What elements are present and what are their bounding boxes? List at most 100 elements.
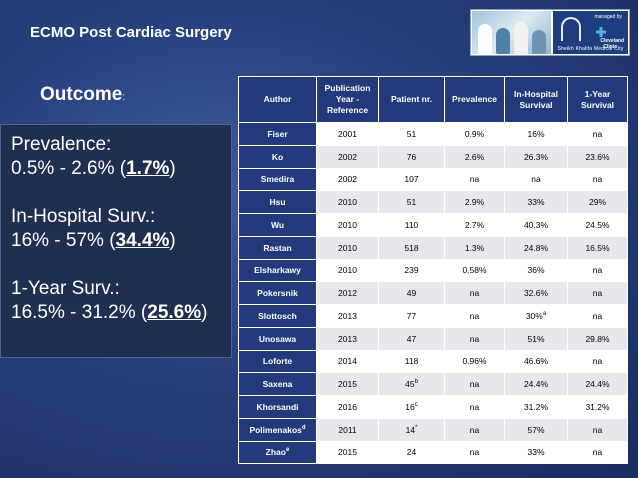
cell-year-value: 2010 (338, 197, 357, 208)
cell-patients: 14* (378, 417, 445, 442)
cell-year-value: 2011 (338, 424, 357, 435)
cell-one-year: 24.4% (567, 372, 628, 396)
cell-patients: 51 (378, 190, 445, 214)
cell-author-value: Unosawa (258, 333, 297, 344)
cell-prevalence: 2.9% (444, 190, 505, 214)
cell-author: Elsharkawy (238, 258, 317, 283)
cell-one-year: 23.6% (567, 144, 628, 169)
table-row: Saxena 2015 45b na 24.4% 24.4% (238, 372, 628, 396)
one-year-label: 1-Year Surv.: (11, 278, 120, 299)
cell-in-hospital: 24.8% (504, 235, 568, 260)
cell-in-hospital-value: 16% (527, 128, 545, 139)
cell-year-value: 2015 (338, 379, 357, 390)
table-row: Loforte 2014 118 0.96% 46.6% na (238, 349, 628, 374)
cell-in-hospital-value: 32.6% (523, 288, 549, 299)
cell-prevalence: 1.3% (444, 235, 505, 260)
cell-in-hospital-value: 51% (527, 333, 545, 344)
outcome-heading: Outcome: (40, 84, 125, 106)
cell-in-hospital: 40.3% (504, 213, 568, 237)
cell-patients: 49 (378, 281, 445, 305)
cell-year: 2015 (316, 440, 379, 465)
cell-prevalence-value: na (469, 288, 480, 299)
cell-one-year: 24.5% (567, 213, 628, 237)
cell-one-year: na (567, 349, 628, 374)
cell-one-year: 31.2% (567, 395, 628, 419)
cell-in-hospital: 32.6% (504, 281, 568, 305)
cell-author: Polimenakosd (238, 417, 317, 442)
cell-one-year-value: na (592, 447, 603, 458)
cell-patients-value: 45 (405, 379, 415, 390)
cell-patients: 45b (378, 372, 445, 396)
in-hospital-line: 16% - 57% (34.4%) (11, 229, 231, 253)
cell-one-year: na (567, 122, 628, 146)
cell-in-hospital: 46.6% (504, 349, 568, 374)
cell-prevalence-value: na (469, 424, 480, 435)
cell-author-value: Polimenakos (249, 424, 302, 435)
prevalence-line: 0.5% - 2.6% (1.7%) (11, 157, 231, 181)
cell-in-hospital-value: 24.8% (523, 242, 549, 253)
cell-prevalence-value: na (469, 333, 480, 344)
cell-prevalence-value: na (469, 447, 480, 458)
cell-in-hospital-value: 31.2% (523, 401, 549, 412)
cell-prevalence-value: na (469, 174, 480, 185)
cell-year: 2012 (316, 281, 379, 305)
cell-one-year-value: na (592, 356, 603, 367)
cell-one-year-value: 29% (588, 197, 606, 208)
managed-by-text: managed by (594, 14, 622, 20)
table-row: Polimenakosd 2011 14* na 57% na (238, 417, 628, 442)
table-row: Hsu 2010 51 2.9% 33% 29% (238, 190, 628, 214)
cell-in-hospital: na (504, 167, 568, 192)
cell-one-year-value: 24.4% (585, 379, 610, 390)
table-row: Wu 2010 110 2.7% 40.3% 24.5% (238, 213, 628, 237)
cell-prevalence: na (444, 417, 505, 442)
cell-year: 2010 (316, 213, 379, 237)
cell-author: Hsu (238, 190, 317, 214)
cell-author-value: Hsu (269, 197, 286, 208)
cell-in-hospital-value: 46.6% (523, 356, 549, 367)
cell-one-year: na (567, 167, 628, 192)
cell-prevalence-value: 2.7% (464, 219, 485, 230)
cell-author-value: Ko (271, 151, 284, 162)
cell-one-year: na (567, 281, 628, 305)
header-patients: Patient nr. (378, 76, 445, 123)
in-hospital-mean: 34.4% (115, 230, 170, 251)
table-row: Unosawa 2013 47 na 51% 29.8% (238, 326, 628, 351)
cell-year: 2013 (316, 304, 379, 328)
close-paren: ) (169, 158, 176, 179)
cell-prevalence-value: 2.9% (464, 197, 485, 208)
cell-year-value: 2001 (338, 128, 357, 139)
tower-icon (561, 17, 581, 41)
cell-author: Saxena (238, 372, 317, 396)
outcome-suffix: : (122, 92, 126, 103)
close-paren: ) (169, 230, 176, 251)
cell-year-value: 2016 (338, 401, 357, 412)
cell-prevalence: na (444, 304, 505, 328)
cell-in-hospital-value: 40.3% (523, 219, 549, 230)
cell-in-hospital-footnote: a (542, 311, 547, 318)
cell-author: Ko (238, 144, 317, 169)
cell-author: Khorsandi (238, 395, 317, 419)
cell-year-value: 2015 (338, 447, 357, 458)
outcomes-table: Author Publication Year - Reference Pati… (238, 76, 628, 465)
cell-in-hospital: 36% (504, 258, 568, 283)
cell-patients: 77 (378, 304, 445, 328)
cell-author: Slottosch (238, 304, 317, 328)
cell-author: Wu (238, 213, 317, 237)
cell-prevalence: 2.7% (444, 213, 505, 237)
table-row: Zhaoe 2015 24 na 33% na (238, 440, 628, 465)
cell-year-value: 2002 (338, 174, 357, 185)
cell-patients-footnote: * (415, 424, 418, 431)
cell-in-hospital-value: 57% (527, 424, 545, 435)
prevalence-label: Prevalence: (11, 134, 112, 155)
table-header-row: Author Publication Year - Reference Pati… (238, 76, 628, 123)
cell-in-hospital-value: 33% (527, 447, 545, 458)
cell-one-year: na (567, 304, 628, 328)
cell-one-year: na (567, 417, 628, 442)
cell-year-value: 2014 (338, 356, 357, 367)
cell-author-value: Khorsandi (256, 401, 299, 412)
cell-year-value: 2002 (338, 151, 357, 162)
cell-one-year: 29.8% (567, 326, 628, 351)
cell-author: Pokersnik (238, 281, 317, 305)
in-hospital-range: 16% - 57% ( (11, 230, 116, 251)
cell-year: 2016 (316, 395, 379, 419)
